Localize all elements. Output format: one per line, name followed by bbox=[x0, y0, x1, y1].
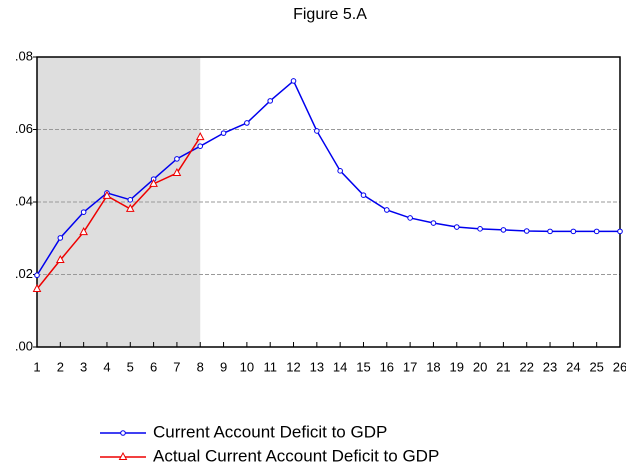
triangle-marker bbox=[118, 451, 128, 460]
circle-marker bbox=[337, 168, 343, 174]
x-tick-label: 13 bbox=[310, 359, 324, 374]
triangle-marker bbox=[102, 190, 112, 199]
x-tick-label: 26 bbox=[613, 359, 626, 374]
circle-marker bbox=[57, 235, 64, 241]
x-tick-label: 7 bbox=[173, 359, 180, 374]
x-tick-label: 19 bbox=[450, 359, 464, 374]
circle-marker bbox=[80, 209, 87, 215]
x-tick-label: 25 bbox=[589, 359, 603, 374]
x-tick-label: 5 bbox=[127, 359, 134, 374]
x-tick-label: 6 bbox=[150, 359, 157, 374]
triangle-marker bbox=[149, 178, 158, 187]
y-tick-label: .06 bbox=[15, 121, 33, 136]
circle-marker bbox=[267, 98, 274, 104]
plot-frame bbox=[36, 56, 621, 348]
circle-marker bbox=[500, 227, 507, 233]
triangle-marker bbox=[172, 167, 182, 176]
circle-marker bbox=[174, 156, 180, 162]
x-tick-label: 24 bbox=[566, 359, 580, 374]
triangle-marker bbox=[195, 132, 205, 141]
y-tick-label: .00 bbox=[15, 338, 33, 353]
x-tick-label: 21 bbox=[496, 359, 510, 374]
x-tick-label: 8 bbox=[197, 359, 204, 374]
circle-marker bbox=[127, 197, 134, 203]
triangle-marker bbox=[125, 203, 135, 212]
circle-marker bbox=[617, 228, 623, 235]
circle-marker bbox=[430, 220, 437, 226]
triangle-marker bbox=[55, 254, 65, 263]
circle-marker bbox=[477, 226, 483, 232]
x-tick-label: 18 bbox=[426, 359, 440, 374]
series-line bbox=[36, 79, 620, 276]
series-line bbox=[36, 136, 201, 290]
x-tick-label: 14 bbox=[333, 359, 347, 374]
x-tick-label: 20 bbox=[473, 359, 487, 374]
x-tick-label: 4 bbox=[103, 359, 110, 374]
circle-marker bbox=[360, 192, 367, 198]
triangle-marker bbox=[79, 227, 88, 236]
circle-marker bbox=[120, 430, 126, 436]
x-tick-label: 1 bbox=[33, 359, 40, 374]
circle-marker bbox=[197, 143, 204, 149]
circle-marker bbox=[384, 207, 390, 213]
circle-marker bbox=[593, 228, 600, 235]
circle-marker bbox=[314, 128, 320, 134]
y-tick-label: .08 bbox=[15, 48, 33, 63]
x-tick-label: 2 bbox=[57, 359, 64, 374]
x-tick-label: 9 bbox=[220, 359, 227, 374]
chart-title: Figure 5.A bbox=[293, 6, 367, 23]
x-tick-label: 11 bbox=[263, 359, 277, 374]
circle-marker bbox=[523, 228, 530, 234]
x-tick-label: 10 bbox=[240, 359, 254, 374]
legend-text: Current Account Deficit to GDP bbox=[153, 422, 387, 441]
triangle-marker bbox=[32, 283, 42, 292]
x-tick-label: 22 bbox=[519, 359, 533, 374]
y-tick-label: .04 bbox=[15, 193, 33, 208]
x-tick-label: 16 bbox=[380, 359, 394, 374]
x-tick-label: 3 bbox=[80, 359, 87, 374]
x-tick-label: 17 bbox=[403, 359, 417, 374]
circle-marker bbox=[290, 78, 297, 84]
y-tick-label: .02 bbox=[15, 266, 33, 281]
x-tick-label: 23 bbox=[543, 359, 557, 374]
circle-marker bbox=[220, 130, 227, 136]
x-tick-label: 12 bbox=[286, 359, 300, 374]
circle-marker bbox=[407, 215, 413, 221]
circle-marker bbox=[547, 228, 553, 235]
circle-marker bbox=[453, 224, 460, 230]
legend-text: Actual Current Account Deficit to GDP bbox=[153, 446, 439, 465]
circle-marker bbox=[244, 120, 250, 126]
circle-marker bbox=[34, 272, 40, 279]
circle-marker bbox=[570, 228, 577, 235]
x-tick-label: 15 bbox=[356, 359, 370, 374]
